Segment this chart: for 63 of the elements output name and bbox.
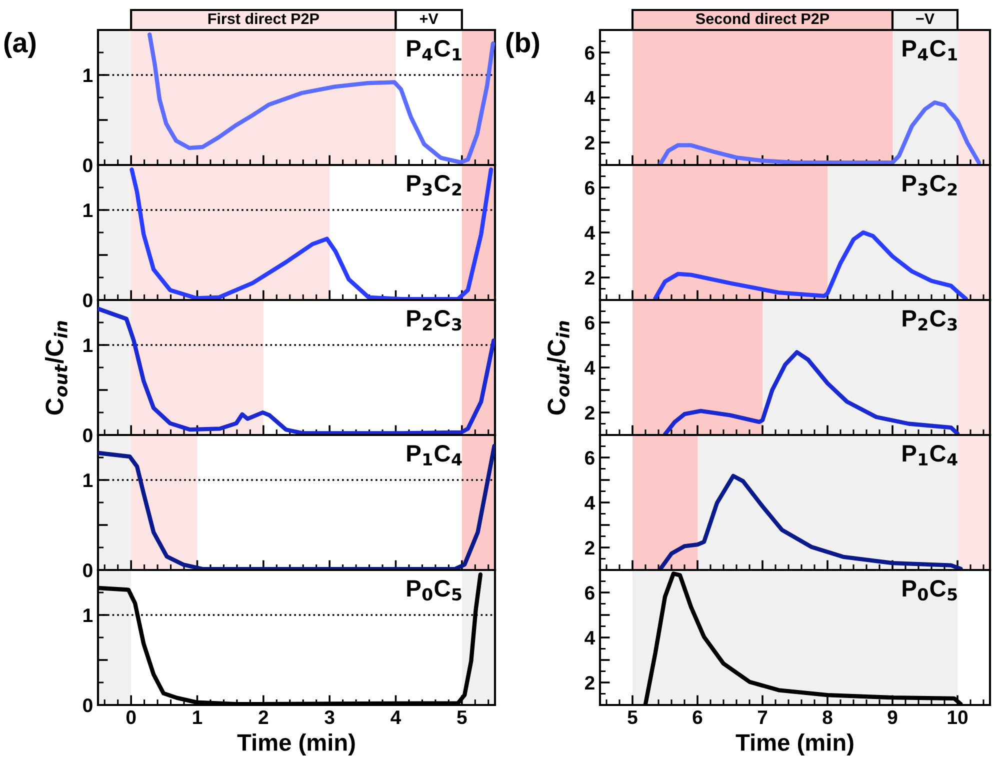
annotation: P$_{1}$C$_{4}$ — [407, 445, 462, 466]
x-tick-label: 5 — [457, 710, 467, 724]
y-tick-label: 0 — [83, 158, 92, 172]
x-tick-label: 4 — [390, 710, 402, 724]
x-tick-label: 0 — [126, 710, 136, 724]
y-tick-label: 2 — [585, 406, 594, 420]
y-tick-label: 0 — [83, 293, 92, 308]
y-tick-label: 4 — [584, 496, 596, 510]
y-tick-label: 1 — [84, 474, 93, 488]
y-tick-label: 1 — [84, 608, 93, 622]
annotation: P$_{0}$C$_{5}$ — [407, 580, 462, 601]
y-tick-label: 6 — [585, 586, 594, 600]
band-label: −V — [916, 13, 934, 24]
text: (a) — [4, 32, 36, 58]
y-tick-label: 1 — [84, 338, 93, 352]
line-series — [658, 100, 982, 165]
y-axis-title: C$_{out}$/C$_{in}$ — [547, 321, 570, 415]
y-tick-label: 4 — [584, 226, 596, 240]
y-tick-label: 0 — [83, 563, 92, 578]
annotation: P$_{2}$C$_{3}$ — [902, 310, 957, 331]
x-tick-label: 10 — [948, 710, 968, 724]
x-tick-label: 1 — [193, 710, 202, 724]
annotation: P$_{3}$C$_{2}$ — [902, 175, 957, 196]
band-label: +V — [420, 13, 438, 24]
y-tick-label: 6 — [585, 180, 594, 195]
y-tick-label: 2 — [585, 540, 594, 555]
x-tick-label: 6 — [692, 710, 702, 724]
line-series — [662, 350, 960, 435]
annotation: P$_{0}$C$_{5}$ — [902, 580, 957, 601]
y-axis-title: C$_{out}$/C$_{in}$ — [45, 321, 68, 415]
x-tick-label: 5 — [628, 710, 638, 724]
x-tick-label: 3 — [324, 710, 334, 724]
annotation: P$_{4}$C$_{1}$ — [407, 40, 462, 60]
y-tick-label: 4 — [584, 91, 596, 105]
line-series — [130, 167, 494, 300]
y-tick-label: 2 — [585, 270, 594, 285]
x-axis-title: Time (min) — [736, 734, 854, 756]
annotation: P$_{2}$C$_{3}$ — [407, 310, 462, 331]
y-tick-label: 6 — [585, 46, 594, 60]
y-tick-label: 0 — [83, 698, 92, 712]
band-label: Second direct P2P — [696, 12, 830, 24]
band-label: First direct P2P — [208, 12, 319, 24]
line-series — [658, 474, 963, 570]
y-tick-label: 6 — [585, 316, 594, 330]
y-tick-label: 1 — [84, 204, 93, 218]
y-tick-label: 6 — [585, 450, 594, 465]
x-tick-label: 9 — [888, 710, 898, 724]
y-tick-label: 4 — [584, 631, 596, 645]
x-axis-title: Time (min) — [237, 734, 355, 756]
y-tick-label: 1 — [84, 68, 93, 82]
annotation: P$_{3}$C$_{2}$ — [407, 175, 462, 196]
annotation: P$_{4}$C$_{1}$ — [902, 40, 957, 60]
y-tick-label: 4 — [584, 361, 596, 375]
y-tick-label: 2 — [585, 136, 594, 150]
x-tick-label: 7 — [758, 710, 768, 724]
line-series — [148, 32, 495, 164]
annotation: P$_{1}$C$_{4}$ — [902, 445, 958, 466]
line-series — [653, 230, 968, 300]
x-tick-label: 2 — [258, 710, 268, 724]
x-tick-label: 8 — [822, 710, 832, 724]
y-tick-label: 0 — [83, 428, 92, 442]
text: (b) — [506, 32, 540, 58]
y-tick-label: 2 — [585, 676, 594, 690]
